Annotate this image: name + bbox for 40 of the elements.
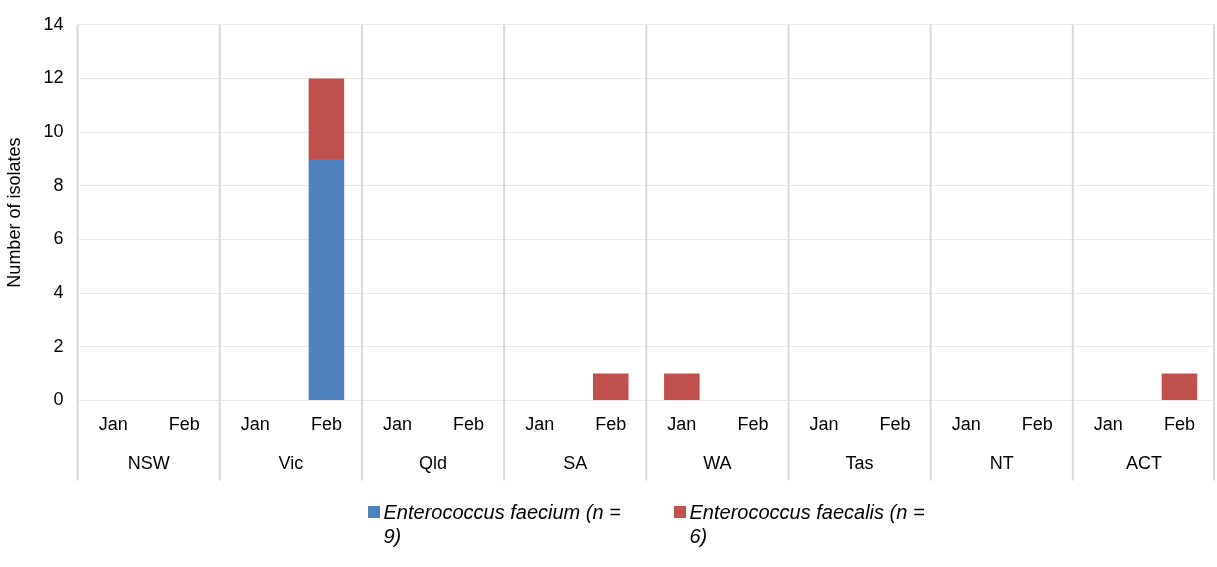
x-tick-label: Feb	[1163, 414, 1195, 435]
text: Qld	[419, 453, 448, 474]
x-tick-label: Jan	[1093, 414, 1123, 435]
y-tick-label: 10	[43, 121, 64, 142]
y-tick-label: 14	[43, 13, 64, 34]
x-tick-label: Feb	[879, 414, 911, 435]
x-tick-label: Jan	[525, 414, 555, 435]
x-tick-label: Feb	[1021, 414, 1053, 435]
bar	[308, 158, 345, 400]
bar	[308, 78, 345, 159]
x-tick-label: Jan	[382, 414, 413, 435]
x-tick-label: Jan	[240, 414, 270, 435]
x-tick-label: Jan	[951, 414, 981, 435]
text: ACT	[1125, 453, 1162, 474]
y-tick-label: 6	[53, 228, 64, 249]
y-tick-label: 8	[53, 174, 64, 195]
text: SA	[563, 453, 588, 474]
x-tick-label: Jan	[98, 414, 128, 435]
text: Tas	[845, 453, 874, 474]
text: Vic	[278, 453, 304, 474]
text: NT	[989, 453, 1014, 474]
y-tick-label: 12	[43, 67, 64, 88]
bar	[593, 373, 629, 400]
bar	[664, 373, 700, 400]
x-tick-label: Feb	[595, 414, 627, 435]
x-tick-label: Feb	[453, 414, 485, 435]
legend-label: Enterococcus faecalis (n = 6)	[689, 500, 926, 548]
legend-label: Enterococcus faecium (n = 9)	[383, 500, 622, 548]
x-tick-label: Jan	[667, 414, 697, 435]
y-axis-title: Number of isolates	[3, 137, 24, 288]
text: NSW	[127, 453, 170, 474]
x-tick-label: Feb	[737, 414, 769, 435]
bar	[1161, 373, 1198, 400]
x-tick-label: Feb	[310, 414, 342, 435]
y-tick-label: 2	[53, 335, 64, 356]
text: WA	[703, 453, 732, 474]
x-tick-label: Feb	[168, 414, 200, 435]
x-tick-label: Jan	[809, 414, 839, 435]
y-tick-label: 4	[53, 282, 64, 303]
y-tick-label: 0	[53, 389, 64, 410]
